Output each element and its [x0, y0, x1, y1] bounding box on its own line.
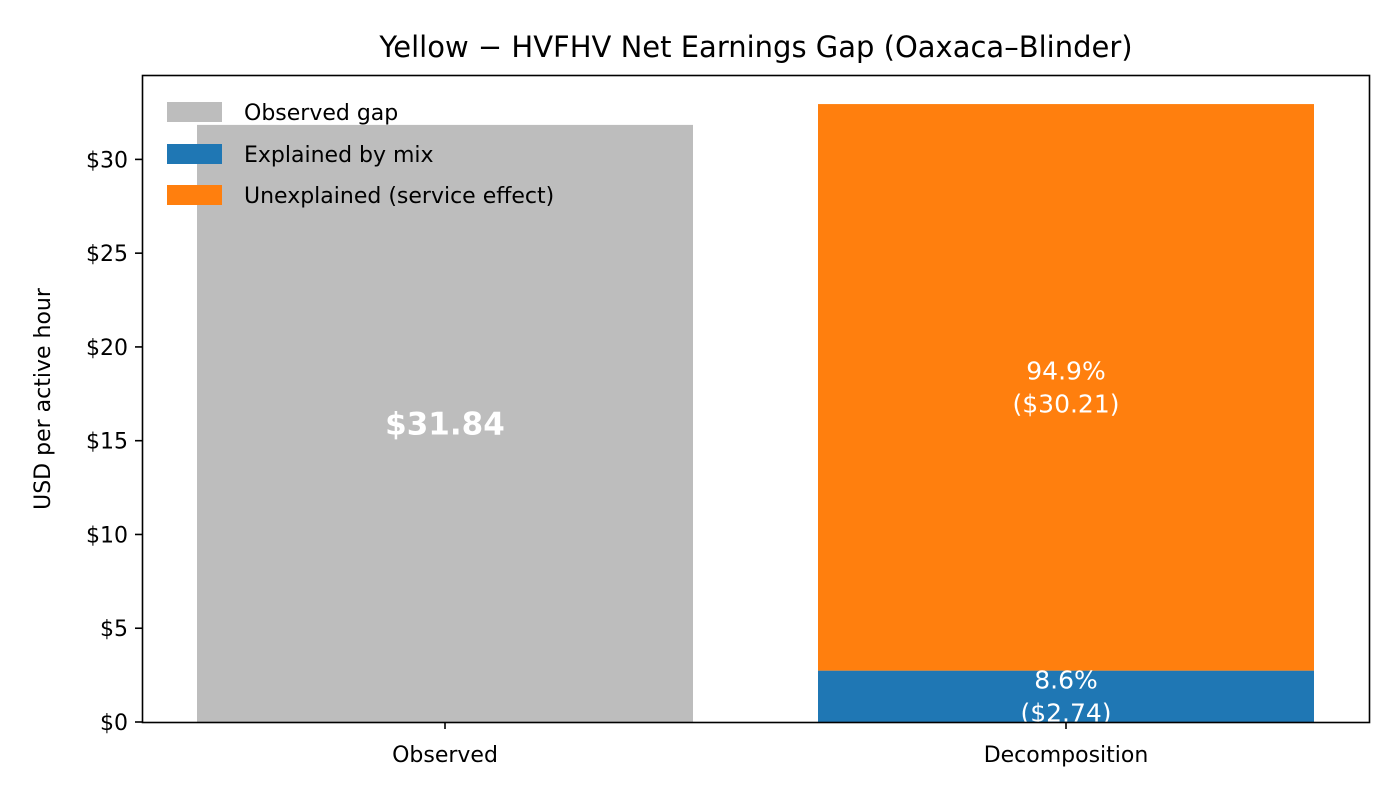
x-tick-label: Observed — [392, 743, 498, 768]
bars — [197, 104, 1314, 722]
bar-label-pct-unexplained-service-effect: 94.9% — [1026, 356, 1105, 385]
bar-label-pct-explained-by-mix: 8.6% — [1034, 665, 1098, 694]
legend-label-unexplained-service-effect: Unexplained (service effect) — [244, 184, 554, 209]
y-tick-label: $0 — [100, 711, 128, 736]
y-axis-ticks: $0 $5 $10 $15 $20 $25 $30 — [86, 148, 142, 736]
bar-labels: $31.848.6%($2.74)94.9%($30.21) — [385, 356, 1119, 727]
legend: Observed gap Explained by mix Unexplained … — [167, 101, 554, 209]
y-tick-label: $20 — [86, 336, 128, 361]
plot-frame — [141, 74, 1371, 724]
y-axis-label: USD per active hour — [31, 287, 56, 510]
y-tick-label: $15 — [86, 430, 128, 455]
legend-swatch-unexplained-service-effect — [167, 185, 222, 205]
y-tick-label: $10 — [86, 523, 128, 548]
y-tick-label: $25 — [86, 242, 128, 267]
x-axis-ticks: Observed Decomposition — [392, 722, 1148, 768]
legend-swatch-explained-by-mix — [167, 144, 222, 164]
y-tick-label: $5 — [100, 617, 128, 642]
legend-label-explained-by-mix: Explained by mix — [244, 143, 434, 168]
bar-label-observed-gap: $31.84 — [385, 406, 505, 442]
y-tick-label: $30 — [86, 148, 128, 173]
x-tick-label: Decomposition — [984, 743, 1149, 768]
legend-label-observed-gap: Observed gap — [244, 101, 398, 126]
bar-unexplained-service-effect — [818, 104, 1314, 671]
bar-explained-by-mix — [818, 670, 1314, 722]
bar-label-value-unexplained-service-effect: ($30.21) — [1013, 389, 1120, 418]
bar-observed-gap — [197, 124, 693, 722]
legend-swatch-observed-gap — [167, 102, 222, 122]
chart-title: Yellow − HVFHV Net Earnings Gap (Oaxaca–… — [378, 30, 1132, 64]
